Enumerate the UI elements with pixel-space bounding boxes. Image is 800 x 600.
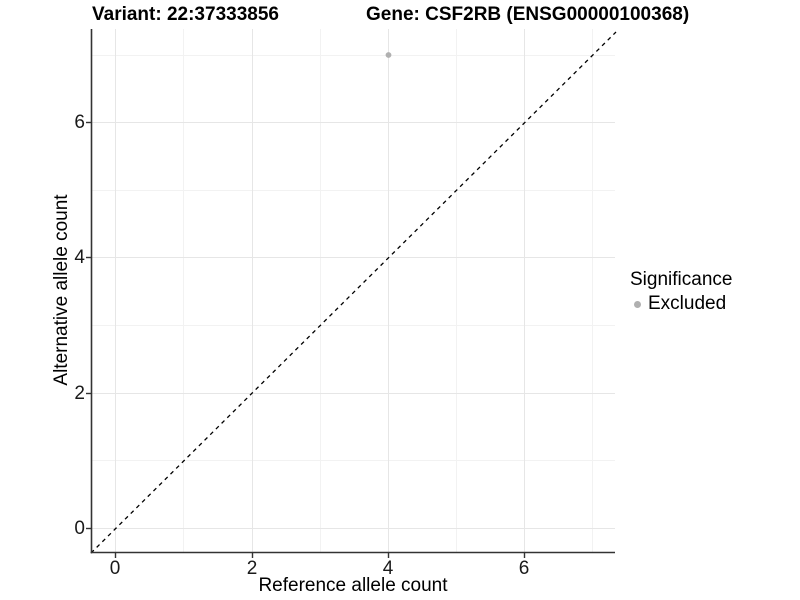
y-tick-label-2: 2 <box>74 383 85 404</box>
variant-title: Variant: 22:37333856 <box>92 4 279 25</box>
x-tick-label-6: 6 <box>518 558 530 579</box>
excluded-key-dot-icon <box>634 300 641 308</box>
x-axis-tick-marks <box>114 553 526 558</box>
y-tick-label-4: 4 <box>74 247 85 268</box>
y-tick-label-6: 6 <box>74 112 85 133</box>
x-tick-label-2: 2 <box>246 558 258 579</box>
grid-minor-vertical <box>183 29 593 552</box>
x-tick-label-0: 0 <box>109 558 121 579</box>
axis-lines <box>90 29 615 554</box>
data-point-excluded <box>385 52 392 58</box>
y-tick-label-0: 0 <box>74 518 85 539</box>
y-axis-tick-marks <box>86 121 91 530</box>
identity-dashed-line <box>90 31 617 554</box>
gene-title: Gene: CSF2RB (ENSG00000100368) <box>366 4 690 25</box>
grid-major-vertical <box>115 29 525 552</box>
legend-item-label: Excluded <box>648 293 727 314</box>
x-axis-title: Reference allele count <box>258 575 448 596</box>
grid-minor-horizontal <box>91 55 615 461</box>
legend-item-excluded: Excluded <box>630 293 732 315</box>
grid-major-horizontal <box>91 122 615 529</box>
legend-title: Significance <box>630 269 733 290</box>
y-axis-title: Alternative allele count <box>51 194 72 386</box>
x-tick-label-4: 4 <box>382 558 394 579</box>
legend: Significance Excluded <box>630 269 732 315</box>
